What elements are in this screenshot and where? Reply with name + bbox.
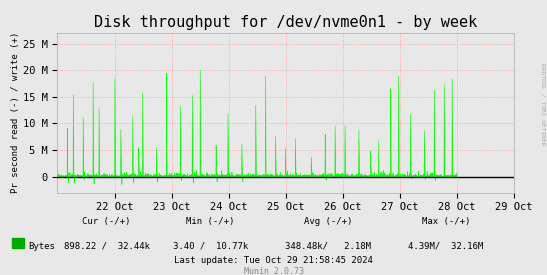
Text: Avg (-/+): Avg (-/+) [304,217,352,226]
Text: 348.48k/   2.18M: 348.48k/ 2.18M [285,242,371,251]
Text: Munin 2.0.73: Munin 2.0.73 [243,267,304,275]
Text: Bytes: Bytes [28,242,55,251]
Title: Disk throughput for /dev/nvme0n1 - by week: Disk throughput for /dev/nvme0n1 - by we… [94,15,478,31]
Text: 3.40 /  10.77k: 3.40 / 10.77k [173,242,248,251]
Text: Last update: Tue Oct 29 21:58:45 2024: Last update: Tue Oct 29 21:58:45 2024 [174,256,373,265]
Text: 4.39M/  32.16M: 4.39M/ 32.16M [408,242,484,251]
Text: 898.22 /  32.44k: 898.22 / 32.44k [63,242,150,251]
Text: Max (-/+): Max (-/+) [422,217,470,226]
Text: Cur (-/+): Cur (-/+) [83,217,131,226]
Y-axis label: Pr second read (-) / write (+): Pr second read (-) / write (+) [11,32,20,193]
Text: RRDTOOL / TOBI OETIKER: RRDTOOL / TOBI OETIKER [541,63,546,146]
Text: Min (-/+): Min (-/+) [187,217,235,226]
